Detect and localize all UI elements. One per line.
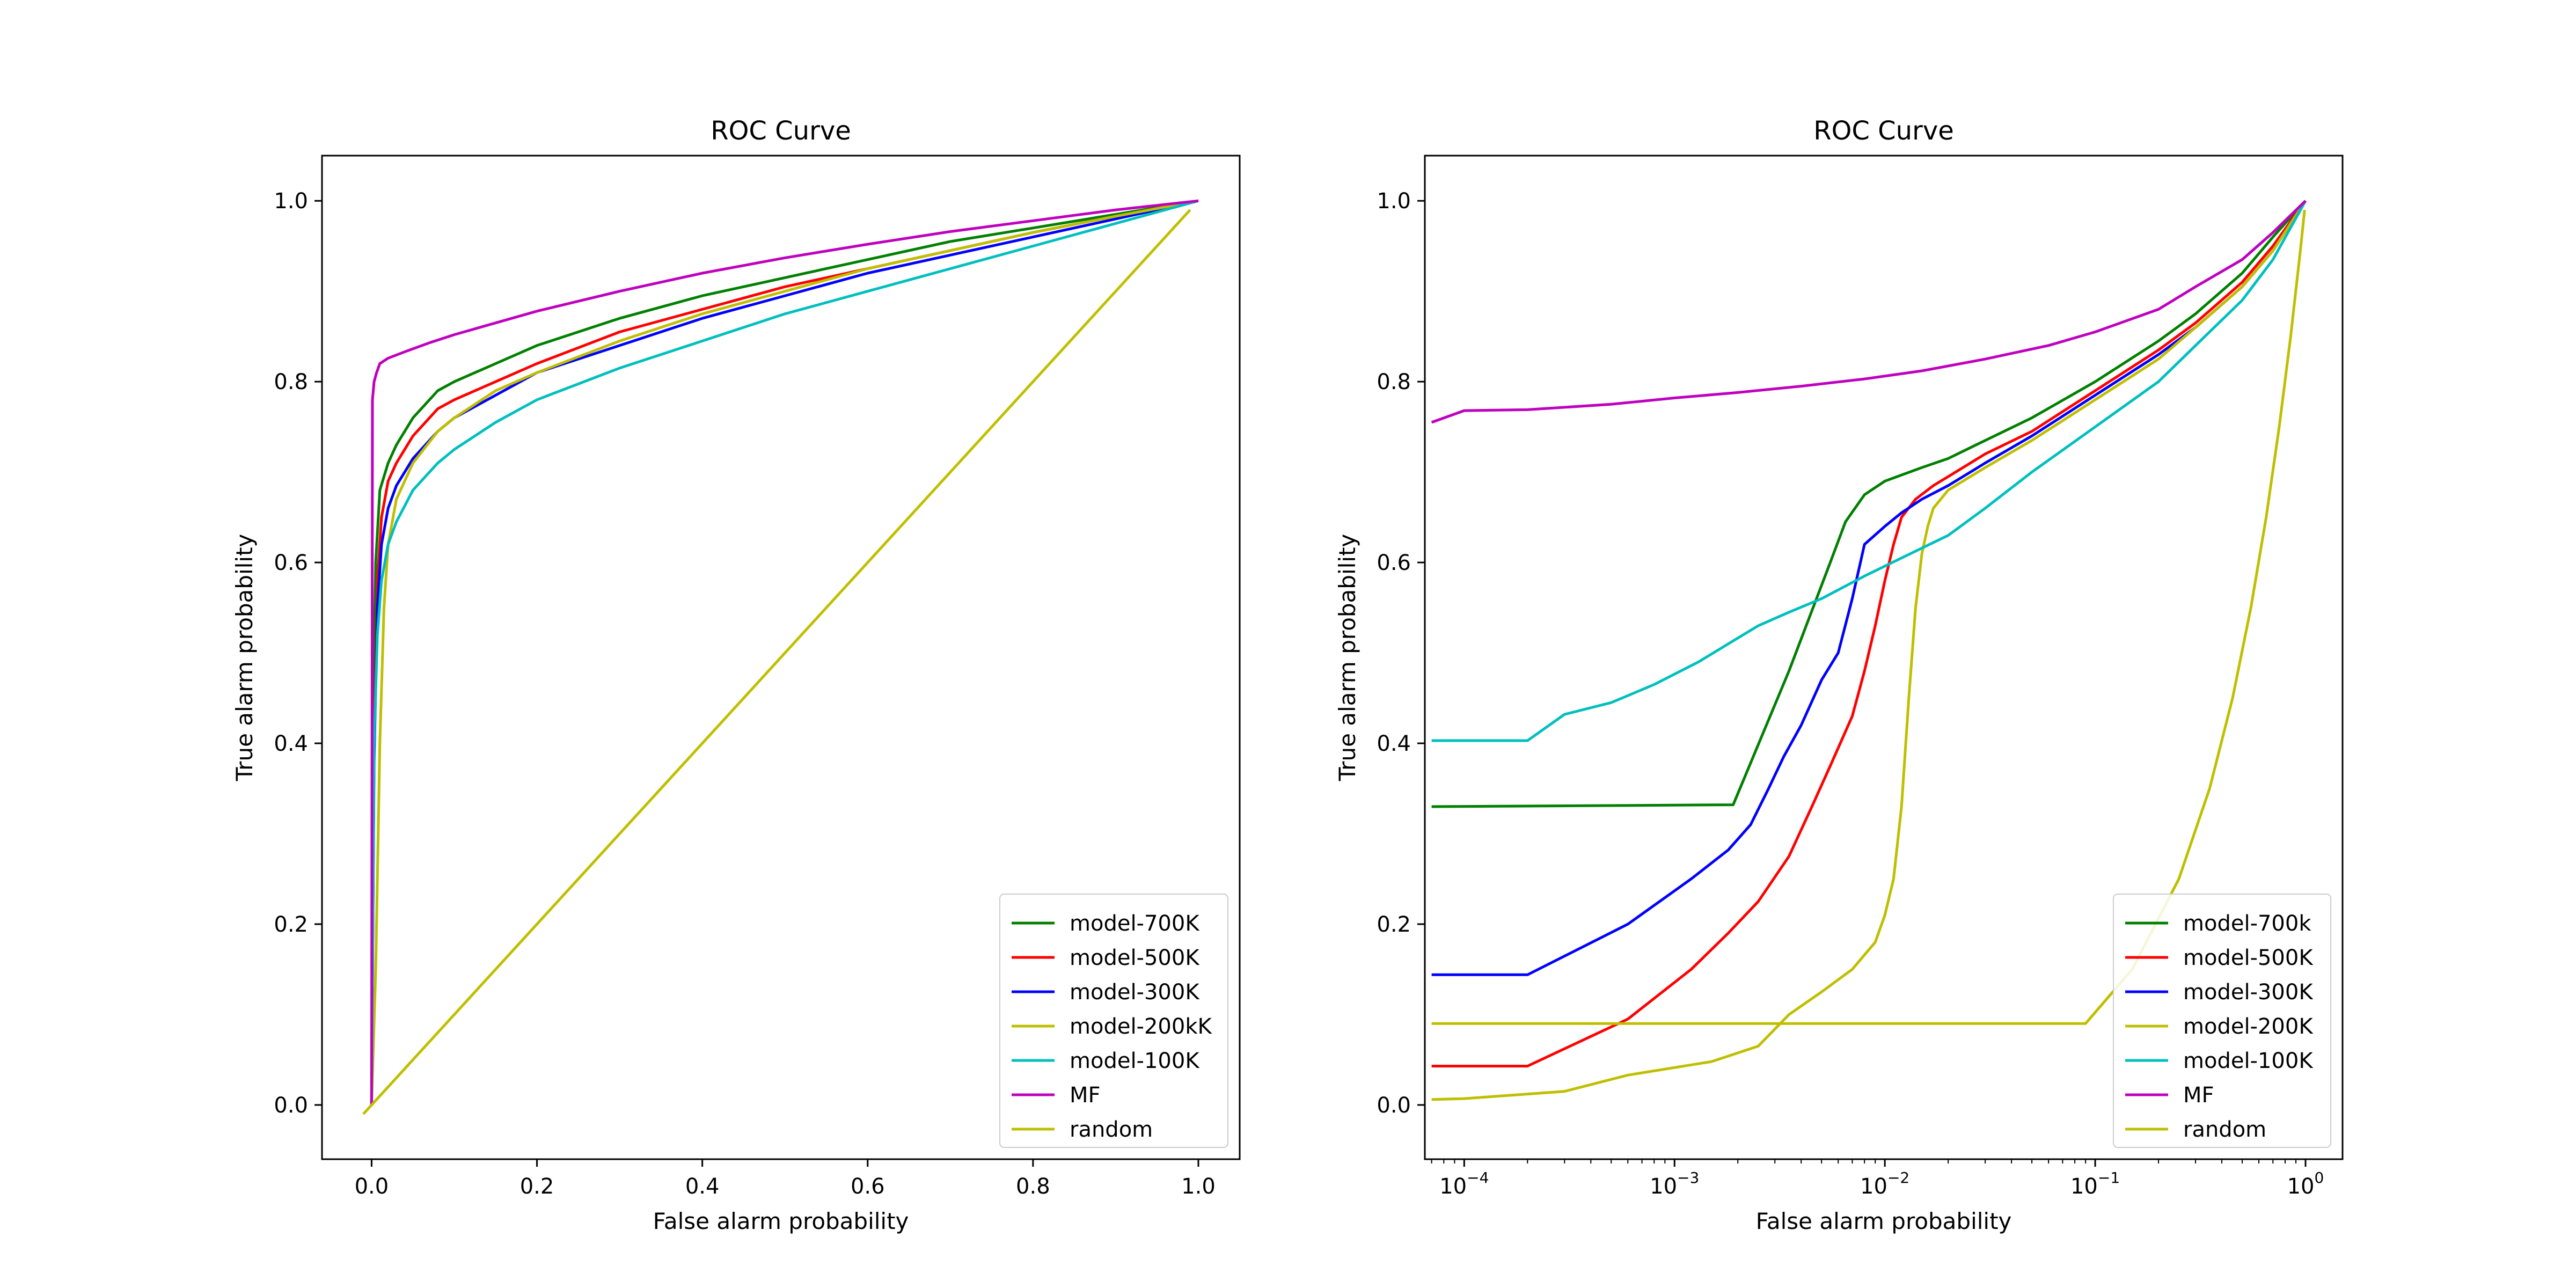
series-line-random: [362, 209, 1191, 1115]
legend-entry: model-700k: [2183, 911, 2311, 936]
series-line-model-100k: [1431, 200, 2307, 742]
legend-entry: model-500K: [2183, 946, 2314, 970]
series-line-mf: [370, 199, 1199, 1105]
legend: model-700K model-500K model-300K model-200k…: [999, 894, 1228, 1148]
legend-entry: model-300K: [2183, 980, 2314, 1005]
y-tick-label: 1.0: [274, 189, 308, 214]
y-axis-label: True alarm probability: [231, 534, 258, 782]
plot-frame: [321, 155, 1241, 1160]
x-tick-label: 10−4: [1439, 1169, 1489, 1199]
legend-box: [999, 894, 1228, 1148]
x-tick-label: 0.6: [851, 1174, 885, 1199]
y-tick-label: 0.2: [1377, 912, 1411, 937]
series-line-model-700k: [1431, 200, 2307, 808]
x-tick-label: 100: [2287, 1169, 2324, 1199]
series-line-model-100k: [370, 199, 1199, 1105]
series-line-model-300k: [1431, 200, 2307, 976]
y-tick-label: 1.0: [1377, 189, 1411, 214]
chart-title: ROC Curve: [1813, 116, 1954, 146]
plot-frame: [1424, 155, 2344, 1160]
legend-entry: model-700K: [1070, 911, 1200, 936]
legend-entry: MF: [1070, 1083, 1101, 1108]
y-axis-label: True alarm probability: [1334, 534, 1360, 782]
legend-entry: model-100K: [2183, 1049, 2314, 1073]
y-tick-label: 0.4: [1377, 731, 1411, 756]
chart-title: ROC Curve: [711, 116, 851, 146]
legend-entry: model-200kK: [1070, 1014, 1212, 1039]
y-tick-label: 0.4: [274, 731, 308, 756]
legend-entry: model-200K: [2183, 1014, 2314, 1039]
y-tick-label: 0.0: [1377, 1093, 1411, 1118]
legend-entry: model-300K: [1070, 980, 1200, 1005]
y-tick-label: 0.6: [1377, 551, 1411, 575]
legend-entry: random: [1070, 1117, 1153, 1142]
legend: model-700k model-500K model-300K model-200K…: [2113, 894, 2331, 1148]
x-tick-label: 10−2: [1860, 1169, 1909, 1199]
y-tick-label: 0.0: [274, 1093, 308, 1118]
x-tick-label: 0.2: [520, 1174, 554, 1199]
legend-entry: MF: [2183, 1083, 2214, 1108]
series-line-model-200k: [1431, 200, 2307, 1101]
series-line-model-200kk: [370, 199, 1199, 1105]
legend-entry: random: [2183, 1117, 2266, 1142]
x-tick-label: 0.4: [685, 1174, 720, 1199]
x-tick-label: 10−1: [2070, 1169, 2120, 1199]
x-tick-label: 10−3: [1650, 1169, 1699, 1199]
series-line-model-500k: [1431, 200, 2307, 1067]
x-tick-label: 1.0: [1181, 1174, 1216, 1199]
y-tick-label: 0.2: [274, 912, 308, 937]
x-tick-label: 0.0: [355, 1174, 389, 1199]
chart-panel-2: 10−4 10−3 10−2 10−1 100 0.0 0.2 0.4 0.6 0.8 1.0 ROC…: [1334, 116, 2344, 1234]
y-tick-label: 0.8: [1377, 370, 1411, 394]
chart-panel-1: 0.0 0.2 0.4 0.6 0.8 1.0 0.0 0.2 0.4 0.6 0.8 1.0 ROC …: [231, 116, 1241, 1234]
x-axis-label: False alarm probability: [1756, 1208, 2012, 1234]
legend-entry: model-100K: [1070, 1049, 1200, 1073]
y-tick-label: 0.8: [274, 370, 308, 394]
series-line-mf: [1431, 200, 2307, 424]
legend-entry: model-500K: [1070, 946, 1200, 970]
x-axis-label: False alarm probability: [653, 1208, 909, 1234]
series-line-model-700k: [370, 199, 1199, 1105]
x-tick-label: 0.8: [1016, 1174, 1050, 1199]
y-tick-label: 0.6: [274, 551, 308, 575]
series-line-model-300k: [370, 199, 1199, 1105]
